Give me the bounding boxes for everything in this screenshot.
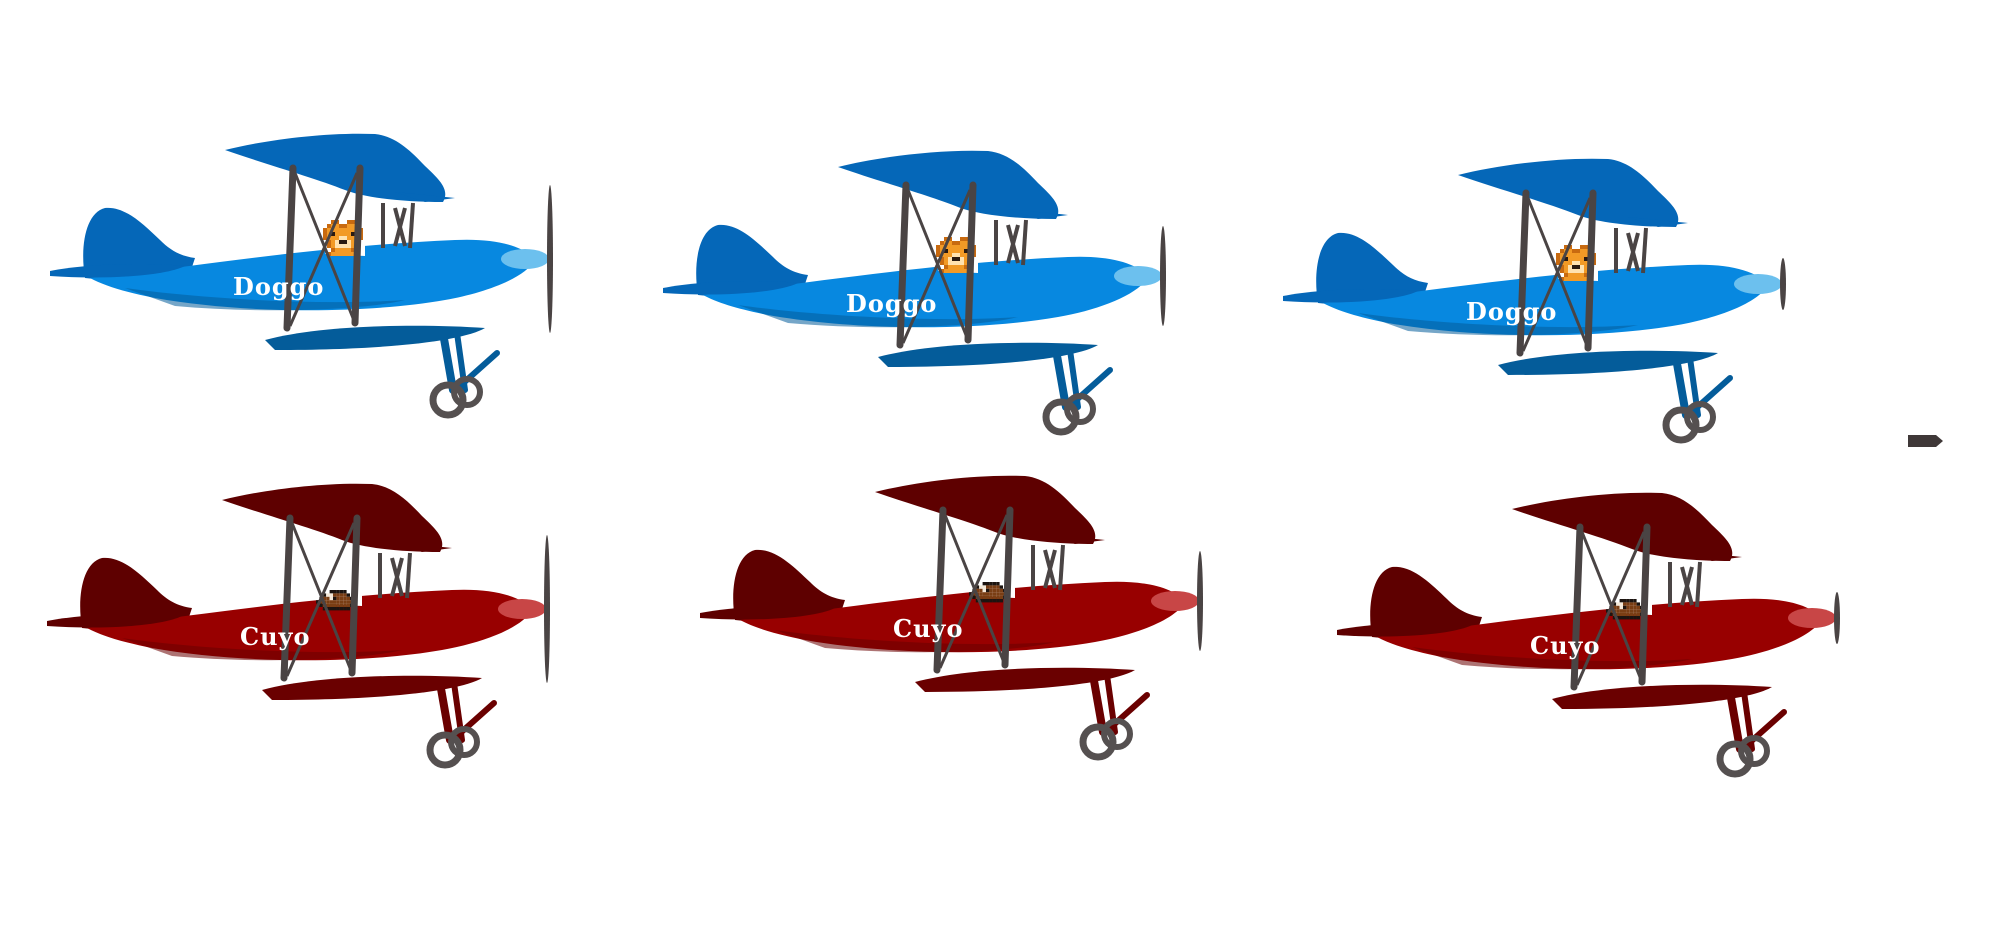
propeller-icon bbox=[547, 185, 553, 333]
wheel-front bbox=[426, 731, 464, 769]
top-wing bbox=[875, 475, 1096, 544]
top-wing bbox=[1512, 492, 1733, 561]
lower-wing bbox=[265, 325, 485, 350]
nose-cone bbox=[1151, 591, 1199, 611]
plane-name-label: Cuyo bbox=[240, 622, 311, 651]
lower-wing bbox=[1498, 350, 1718, 375]
wheel-back bbox=[451, 376, 483, 408]
doggo-plane-frame-3: Doggo bbox=[1283, 153, 1878, 453]
nose-cone bbox=[1788, 608, 1836, 628]
landing-gear bbox=[429, 329, 500, 419]
guinea-pig-pilot-icon bbox=[316, 590, 357, 611]
arrow-marker-icon bbox=[1908, 435, 1943, 447]
landing-gear bbox=[1662, 354, 1733, 444]
plane-name-label: Doggo bbox=[846, 289, 938, 318]
propeller-icon bbox=[1834, 592, 1840, 644]
plane-name-label: Doggo bbox=[233, 272, 325, 301]
guinea-pig-pilot-icon bbox=[969, 582, 1010, 603]
doggo-plane-frame-1: Doggo bbox=[50, 128, 645, 428]
top-wing bbox=[225, 133, 446, 202]
cuyo-plane-frame-1: Cuyo bbox=[47, 478, 642, 778]
lower-wing bbox=[262, 675, 482, 700]
interplane-struts bbox=[1516, 189, 1597, 357]
wheel-back bbox=[448, 726, 480, 758]
wing-struts bbox=[1668, 561, 1702, 608]
wing-struts bbox=[1031, 544, 1065, 591]
interplane-struts bbox=[933, 506, 1014, 674]
lower-wing bbox=[915, 667, 1135, 692]
biplane-red-icon bbox=[1337, 492, 1840, 778]
wheel-front bbox=[429, 381, 467, 419]
tail-plane bbox=[50, 263, 185, 278]
wheel-back bbox=[1101, 718, 1133, 750]
plane-name-label: Cuyo bbox=[1530, 631, 1601, 660]
biplane-red-icon bbox=[700, 475, 1203, 761]
landing-gear bbox=[426, 679, 497, 769]
biplane-blue-icon bbox=[1283, 158, 1786, 444]
wing-struts bbox=[381, 202, 415, 249]
top-wing bbox=[1458, 158, 1679, 227]
wheel-back bbox=[1684, 401, 1716, 433]
propeller-icon bbox=[544, 535, 550, 683]
wheel-front bbox=[1042, 398, 1080, 436]
wheel-front bbox=[1662, 406, 1700, 444]
top-wing bbox=[222, 483, 443, 552]
interplane-struts bbox=[896, 181, 977, 349]
interplane-struts bbox=[283, 164, 364, 332]
tail-plane bbox=[47, 613, 182, 628]
plane-name-label: Cuyo bbox=[893, 614, 964, 643]
wheel-back bbox=[1738, 735, 1770, 767]
lower-wing bbox=[878, 342, 1098, 367]
biplane-blue-icon bbox=[663, 150, 1166, 436]
landing-gear bbox=[1716, 688, 1787, 778]
wing-struts bbox=[994, 219, 1028, 266]
tail-plane bbox=[700, 605, 835, 620]
wing-struts bbox=[1614, 227, 1648, 274]
tail-plane bbox=[1337, 622, 1472, 637]
interplane-struts bbox=[1570, 523, 1651, 691]
propeller-icon bbox=[1197, 551, 1203, 651]
cuyo-plane-frame-2: Cuyo bbox=[700, 470, 1295, 770]
tail-plane bbox=[663, 280, 798, 295]
top-wing bbox=[838, 150, 1059, 219]
wheel-front bbox=[1079, 723, 1117, 761]
nose-cone bbox=[498, 599, 546, 619]
wheel-front bbox=[1716, 740, 1754, 778]
nose-cone bbox=[1114, 266, 1162, 286]
lower-wing bbox=[1552, 684, 1772, 709]
nose-cone bbox=[501, 249, 549, 269]
wing-struts bbox=[378, 552, 412, 599]
landing-gear bbox=[1042, 346, 1113, 436]
cuyo-plane-frame-3: Cuyo bbox=[1337, 487, 1932, 787]
nose-cone bbox=[1734, 274, 1782, 294]
doggo-plane-frame-2: Doggo bbox=[663, 145, 1258, 445]
propeller-icon bbox=[1780, 258, 1786, 310]
landing-gear bbox=[1079, 671, 1150, 761]
biplane-blue-icon bbox=[50, 133, 553, 419]
tail-plane bbox=[1283, 288, 1418, 303]
wheel-back bbox=[1064, 393, 1096, 425]
biplane-red-icon bbox=[47, 483, 550, 769]
plane-name-label: Doggo bbox=[1466, 297, 1558, 326]
interplane-struts bbox=[280, 514, 361, 682]
propeller-icon bbox=[1160, 226, 1166, 326]
